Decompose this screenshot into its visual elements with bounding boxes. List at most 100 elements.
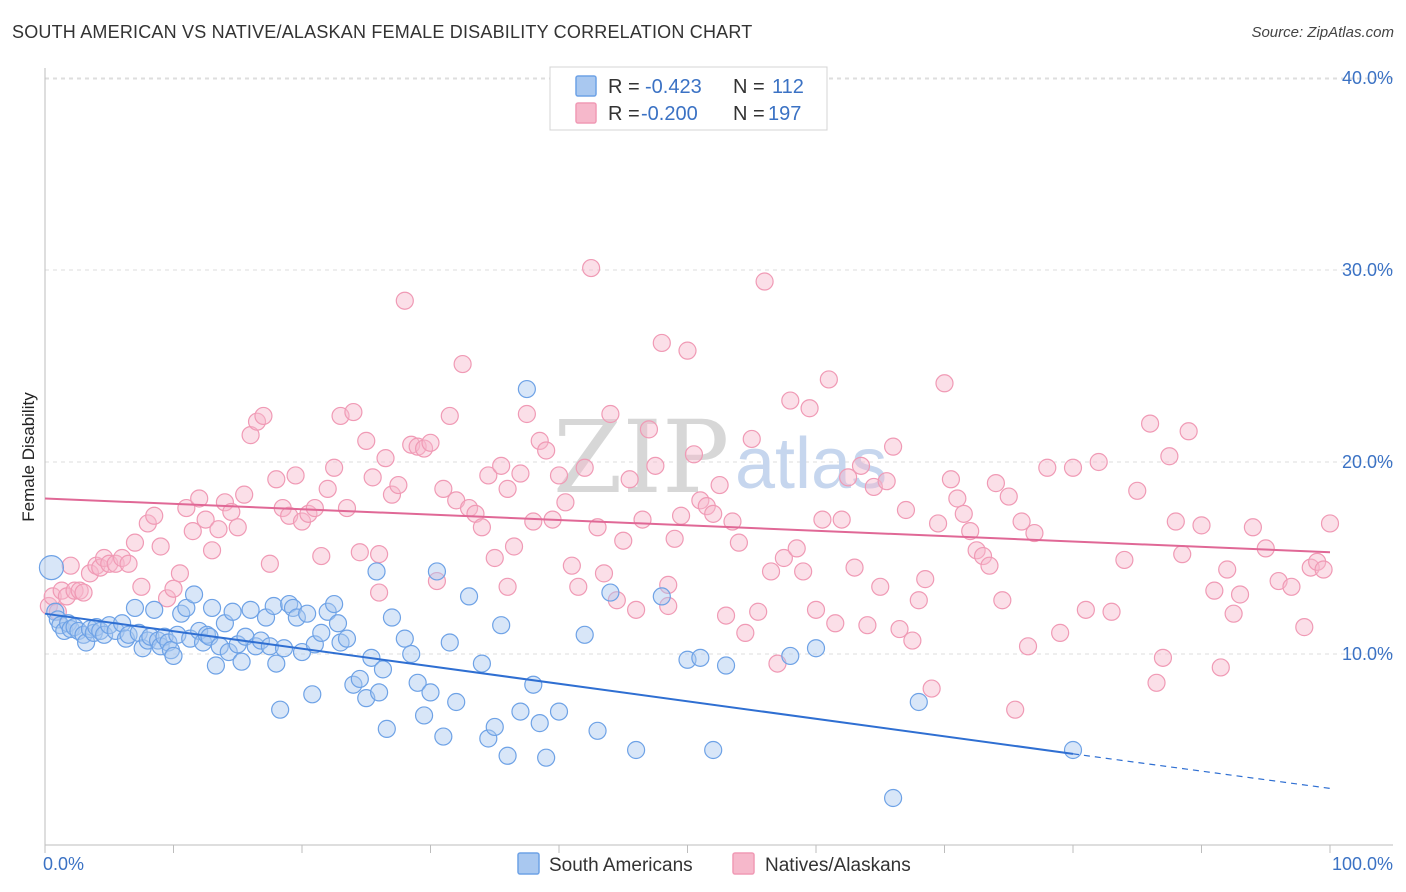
south-point — [232, 652, 251, 671]
native-point — [74, 583, 93, 602]
bottom-legend-label-south: South Americans — [549, 855, 693, 876]
native-point — [710, 475, 729, 495]
native-point — [1147, 673, 1166, 692]
legend-n-label-native: N = — [733, 103, 765, 125]
native-point — [235, 485, 254, 504]
native-point — [916, 570, 935, 589]
south-point — [287, 608, 306, 627]
native-point — [909, 591, 928, 610]
south-point — [537, 748, 556, 767]
y-tick-label: 30.0% — [1342, 260, 1393, 280]
legend-r-label-south: R = — [608, 76, 640, 98]
native-point — [119, 554, 138, 573]
native-point — [498, 577, 517, 596]
native-point — [1320, 514, 1340, 533]
native-point — [678, 341, 697, 360]
native-point — [1012, 512, 1031, 531]
native-point — [1160, 447, 1179, 466]
native-point — [1205, 581, 1224, 600]
native-point — [52, 581, 71, 600]
native-point — [794, 562, 813, 581]
native-point — [260, 554, 279, 573]
bottom-legend-swatch-native — [732, 852, 755, 875]
south-point — [440, 633, 459, 652]
native-point — [659, 575, 678, 594]
legend-r-value-native: -0.200 — [641, 103, 698, 125]
native-trend-line — [44, 497, 1331, 554]
native-point — [164, 579, 183, 598]
chart-source: Source: ZipAtlas.com — [1251, 24, 1394, 41]
south-point — [274, 639, 294, 658]
south-point — [370, 683, 389, 702]
south-point — [408, 673, 427, 692]
south-point — [806, 639, 826, 658]
native-point — [157, 589, 177, 608]
native-point — [633, 510, 652, 529]
native-point — [472, 518, 491, 537]
native-point — [671, 506, 691, 525]
native-point — [871, 577, 890, 596]
native-point — [935, 374, 954, 393]
native-point — [781, 391, 800, 410]
native-point — [61, 556, 80, 575]
native-point — [1140, 414, 1160, 433]
legend-n-value-native: 197 — [768, 103, 801, 125]
south-point — [373, 660, 393, 679]
native-point — [344, 402, 363, 422]
native-point — [267, 470, 286, 489]
native-point — [723, 512, 742, 531]
south-point — [298, 604, 317, 623]
native-point — [363, 468, 382, 487]
native-point — [948, 489, 967, 508]
south-point — [145, 600, 164, 619]
native-point — [1230, 585, 1250, 604]
native-point — [254, 406, 273, 426]
native-point — [222, 502, 241, 522]
native-point — [1243, 518, 1263, 537]
native-point — [286, 466, 305, 485]
south-point — [626, 740, 646, 760]
native-point — [832, 510, 851, 529]
native-point — [95, 548, 114, 568]
y-axis-label: Female Disability — [19, 392, 38, 522]
native-point — [1115, 550, 1134, 570]
south-point — [303, 685, 322, 704]
south-point — [377, 719, 396, 738]
y-tick-label: 40.0% — [1342, 68, 1393, 88]
native-point — [588, 518, 607, 537]
south-point — [395, 629, 414, 648]
native-point — [479, 466, 498, 485]
legend-bottom: South Americans Natives/Alaskans — [517, 852, 911, 876]
native-point — [151, 537, 170, 556]
south-point — [312, 623, 331, 642]
native-point — [1128, 481, 1147, 500]
native-point — [1192, 516, 1211, 535]
south-point — [172, 604, 191, 623]
native-point — [492, 456, 511, 475]
south-point — [251, 631, 270, 650]
native-point — [582, 258, 601, 278]
south-point — [337, 629, 357, 648]
bottom-legend-label-native: Natives/Alaskans — [765, 855, 911, 876]
native-point — [729, 533, 749, 552]
south-point — [125, 598, 145, 618]
legend-swatch-native — [575, 102, 597, 124]
native-point — [954, 504, 973, 523]
south-point — [264, 596, 283, 616]
south-point — [223, 602, 242, 621]
south-point — [704, 740, 723, 760]
native-point — [485, 548, 504, 568]
x-tick-label-max: 100.0% — [1332, 854, 1393, 874]
native-point — [1166, 512, 1185, 531]
south-point — [691, 648, 710, 667]
native-point — [941, 470, 961, 489]
south-point — [95, 625, 114, 644]
native-point — [1006, 700, 1025, 719]
south-point — [716, 656, 736, 675]
native-point — [1173, 545, 1192, 564]
native-point — [498, 479, 517, 498]
south-point — [511, 702, 530, 721]
native-point — [569, 577, 588, 596]
native-point — [370, 583, 389, 602]
native-point — [440, 406, 459, 426]
